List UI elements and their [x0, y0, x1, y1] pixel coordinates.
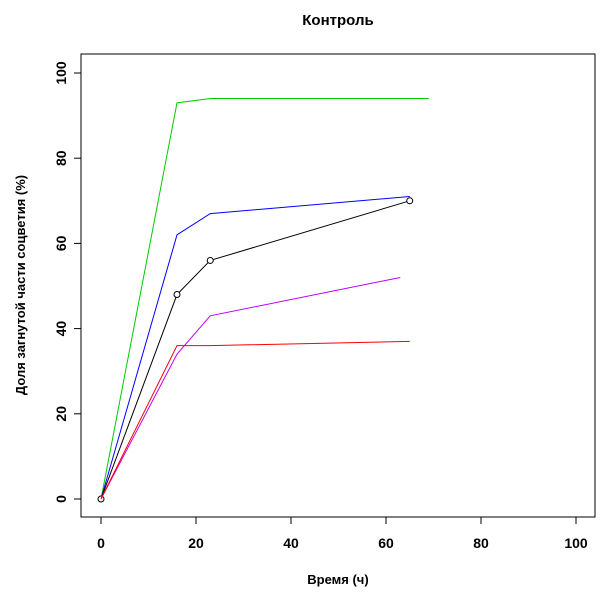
series-line [100, 196, 410, 500]
y-tick-label: 100 [53, 61, 69, 85]
y-tick-label: 60 [53, 235, 69, 251]
x-axis-label: Время (ч) [307, 572, 368, 587]
plot-frame [80, 53, 596, 518]
series-line [100, 276, 401, 500]
data-point [406, 197, 414, 205]
series-line [100, 200, 410, 500]
x-tick-label: 100 [564, 535, 588, 551]
axes: 0 20 40 60 80 100 0 20 40 60 80 100 [53, 53, 596, 551]
x-tick-label: 80 [473, 535, 489, 551]
x-tick-label: 0 [97, 535, 105, 551]
series-line [100, 340, 410, 500]
y-tick-label: 20 [53, 406, 69, 422]
series-line [100, 98, 429, 500]
chart-title: Контроль [302, 12, 373, 29]
data-point [173, 291, 181, 299]
y-tick-label: 0 [53, 495, 69, 503]
data-point [206, 256, 214, 264]
x-tick-label: 40 [283, 535, 299, 551]
y-tick-label: 40 [53, 321, 69, 337]
y-axis-label: Доля загнутой части соцветия (%) [13, 175, 28, 395]
x-tick-label: 60 [378, 535, 394, 551]
x-tick-label: 20 [188, 535, 204, 551]
series-layer [97, 98, 429, 503]
y-tick-label: 80 [53, 150, 69, 166]
